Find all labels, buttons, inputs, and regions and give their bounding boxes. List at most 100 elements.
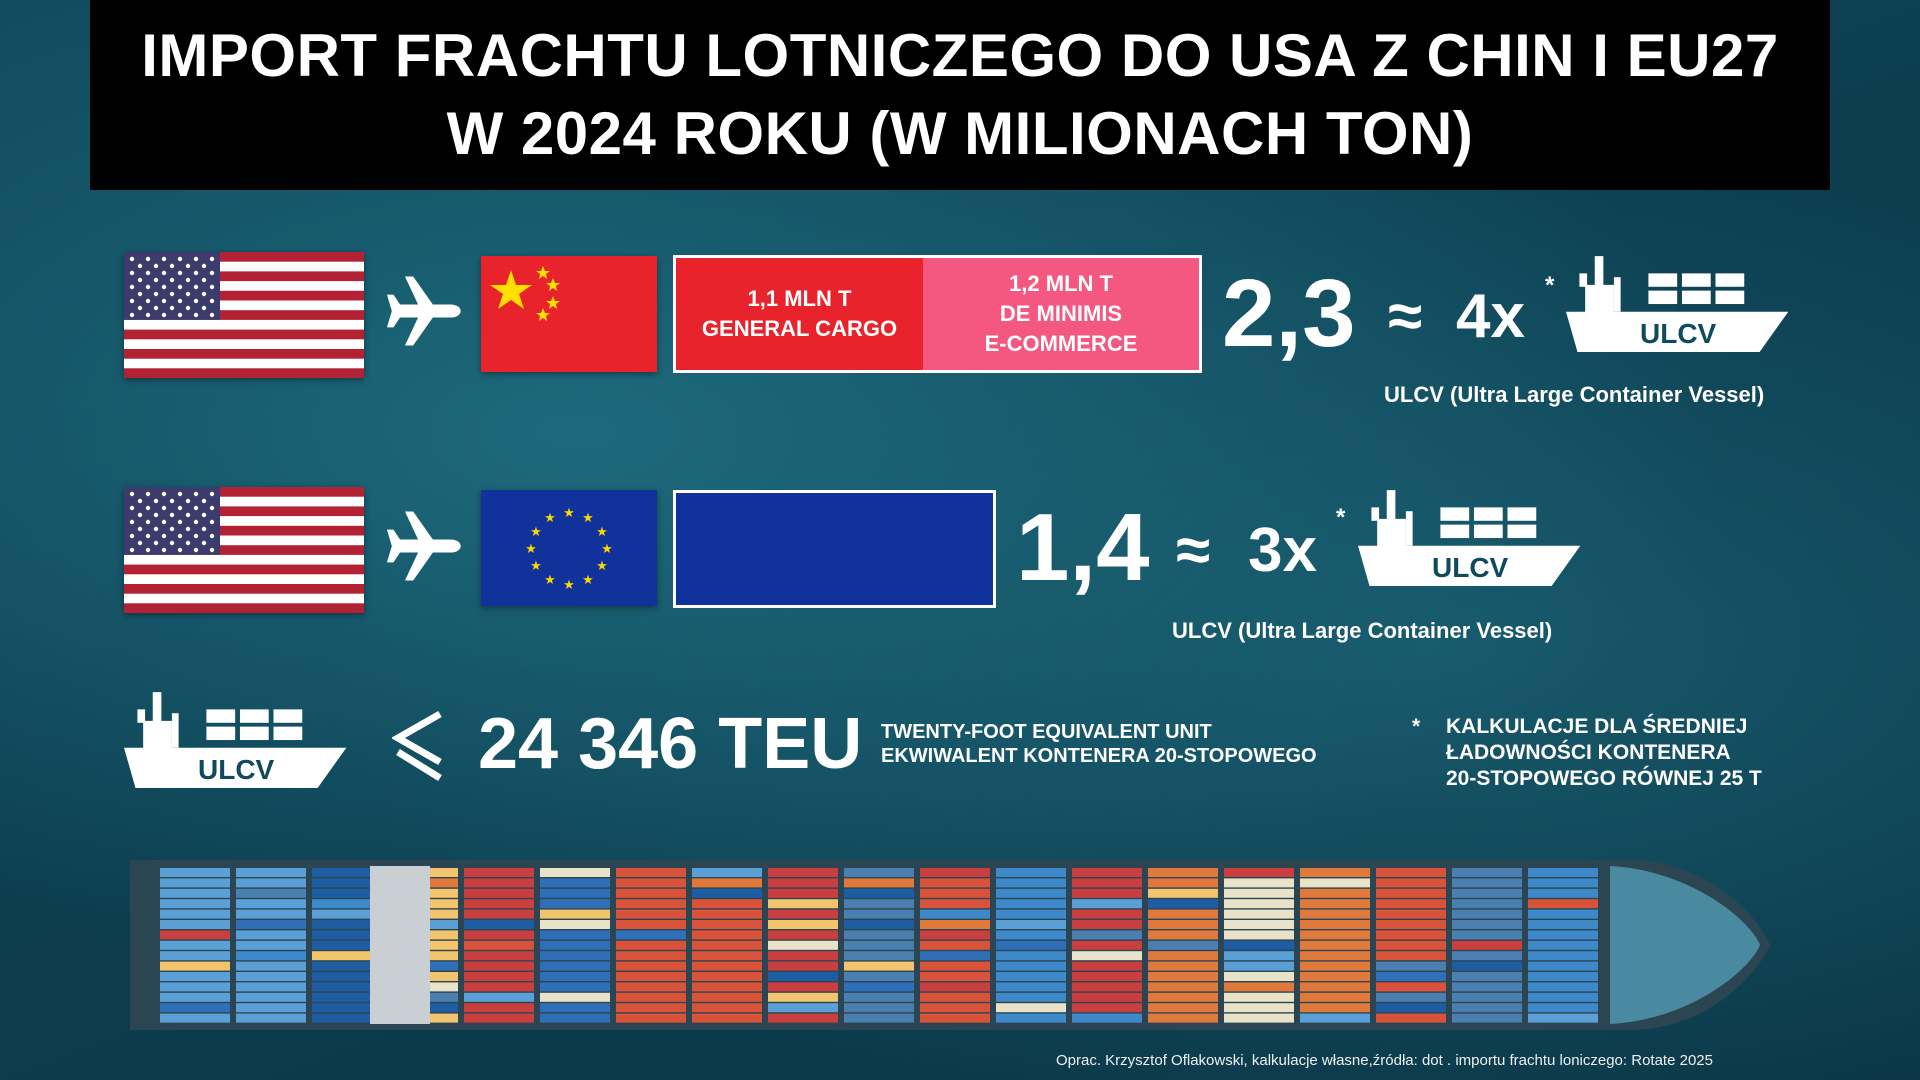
airplane-icon xyxy=(382,270,464,352)
svg-text:★: ★ xyxy=(544,573,556,588)
container-block xyxy=(1224,951,1294,961)
title-banner: IMPORT FRACHTU LOTNICZEGO DO USA Z CHIN … xyxy=(90,0,1830,190)
container-block xyxy=(464,961,534,971)
container-block xyxy=(1072,1003,1142,1013)
container-block xyxy=(1528,961,1598,971)
container-block xyxy=(1452,920,1522,929)
container-block xyxy=(1072,888,1142,898)
container-block xyxy=(616,868,686,877)
de-minimis-segment: 1,2 MLN T DE MINIMIS E-COMMERCE xyxy=(923,258,1199,370)
container-block xyxy=(616,899,686,909)
container-block xyxy=(1300,961,1370,971)
container-block xyxy=(540,878,610,888)
container-block xyxy=(768,992,838,1002)
container-block xyxy=(464,982,534,992)
container-block xyxy=(540,940,610,950)
container-block xyxy=(616,951,686,961)
svg-text:★: ★ xyxy=(582,573,594,588)
container-block xyxy=(1528,878,1598,888)
container-block xyxy=(920,1013,990,1023)
container-block xyxy=(920,972,990,981)
container-block xyxy=(236,1013,306,1023)
eu-asterisk: * xyxy=(1336,504,1346,531)
container-block xyxy=(844,982,914,992)
container-block xyxy=(616,909,686,919)
svg-text:★: ★ xyxy=(530,525,542,540)
container-block xyxy=(464,1003,534,1013)
container-block xyxy=(312,1003,382,1013)
container-block xyxy=(768,940,838,950)
container-block xyxy=(1148,1003,1218,1013)
container-block xyxy=(996,878,1066,888)
svg-text:★: ★ xyxy=(596,559,608,574)
container-block xyxy=(768,868,838,877)
container-block xyxy=(616,930,686,940)
container-block xyxy=(844,899,914,909)
container-block xyxy=(236,878,306,888)
container-block xyxy=(692,972,762,981)
container-block xyxy=(1072,878,1142,888)
container-block xyxy=(1528,982,1598,992)
container-block xyxy=(1452,1003,1522,1013)
teu-desc-line-2: EKWIWALENT KONTENERA 20-STOPOWEGO xyxy=(881,745,1317,767)
container-block xyxy=(1300,940,1370,950)
container-block xyxy=(1376,899,1446,909)
container-block xyxy=(160,992,230,1002)
container-block xyxy=(1148,920,1218,929)
container-block xyxy=(540,930,610,940)
container-block xyxy=(236,930,306,940)
container-block xyxy=(1148,888,1218,898)
container-block xyxy=(1224,868,1294,877)
container-block xyxy=(1072,868,1142,877)
container-block xyxy=(312,878,382,888)
container-block xyxy=(540,920,610,929)
container-block xyxy=(768,878,838,888)
container-block xyxy=(160,1013,230,1023)
container-block xyxy=(236,972,306,981)
container-block xyxy=(920,951,990,961)
container-block xyxy=(160,961,230,971)
airplane-icon xyxy=(382,505,464,587)
container-block xyxy=(996,899,1066,909)
container-block xyxy=(692,878,762,888)
container-block xyxy=(920,961,990,971)
container-block xyxy=(692,940,762,950)
container-block xyxy=(540,972,610,981)
calculation-note: * KALKULACJE DLA ŚREDNIEJ ŁADOWNOŚCI KON… xyxy=(1412,714,1762,792)
container-block xyxy=(616,1013,686,1023)
container-block xyxy=(1528,868,1598,877)
container-block xyxy=(1300,951,1370,961)
container-block xyxy=(1376,909,1446,919)
container-block xyxy=(996,888,1066,898)
container-block xyxy=(464,909,534,919)
container-block xyxy=(1376,930,1446,940)
container-block xyxy=(1452,930,1522,940)
title-line-2: W 2024 ROKU (W MILIONACH TON) xyxy=(446,100,1474,167)
container-block xyxy=(1148,1013,1218,1023)
container-block xyxy=(1300,868,1370,877)
container-block xyxy=(1148,930,1218,940)
container-block xyxy=(540,951,610,961)
container-block xyxy=(160,930,230,940)
container-block xyxy=(692,951,762,961)
ulcv-ship-icon: ULCV xyxy=(124,688,354,796)
container-block xyxy=(160,1003,230,1013)
container-block xyxy=(1148,940,1218,950)
container-block xyxy=(616,940,686,950)
container-block xyxy=(160,888,230,898)
container-block xyxy=(996,1003,1066,1013)
container-block xyxy=(312,909,382,919)
container-ship-image xyxy=(130,860,1770,1030)
container-block xyxy=(464,930,534,940)
container-block xyxy=(464,878,534,888)
note-line-2: ŁADOWNOŚCI KONTENERA xyxy=(1446,741,1731,764)
china-flag-icon xyxy=(481,256,657,372)
container-block xyxy=(1528,888,1598,898)
ulcv-label: ULCV xyxy=(198,754,275,785)
container-block xyxy=(540,899,610,909)
container-block xyxy=(1224,899,1294,909)
container-block xyxy=(768,899,838,909)
container-block xyxy=(1224,888,1294,898)
container-block xyxy=(464,868,534,877)
china-ulcv-caption: ULCV (Ultra Large Container Vessel) xyxy=(1384,382,1765,407)
